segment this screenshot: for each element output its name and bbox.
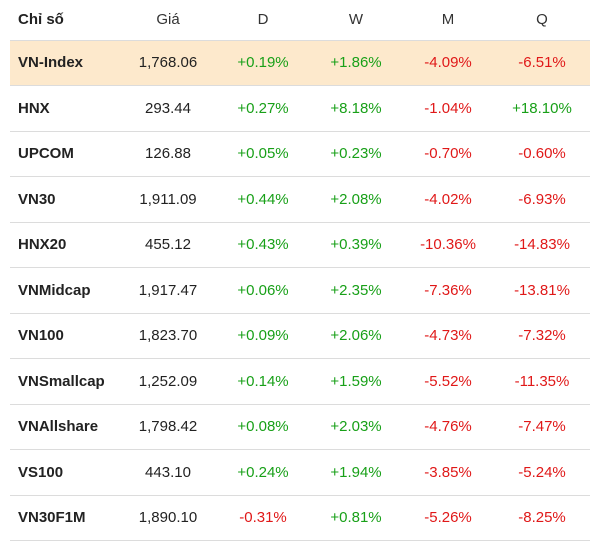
header-price[interactable]: Giá [120,0,216,41]
quarter-change-cell: +18.10% [494,85,590,132]
month-change-cell: -5.52% [402,358,494,405]
price-cell: 1,911.09 [120,176,216,223]
day-change-cell: +0.09% [216,313,310,359]
header-quarter-change[interactable]: Q [494,0,590,41]
table-row[interactable]: VN30 1,911.09 +0.44% +2.08% -4.02% -6.93% [10,176,590,223]
index-name-cell[interactable]: VN-Index [10,40,120,86]
price-cell: 293.44 [120,85,216,132]
header-week-change[interactable]: W [310,0,402,41]
header-row: Chỉ số Giá D W M Q [10,0,590,41]
header-index-name[interactable]: Chỉ số [10,0,120,41]
quarter-change-cell: -0.60% [494,131,590,177]
index-name-cell[interactable]: VN100 [10,313,120,359]
header-month-change[interactable]: M [402,0,494,41]
price-cell: 455.12 [120,222,216,268]
quarter-change-cell: -8.25% [494,495,590,541]
week-change-cell: +2.35% [310,267,402,314]
day-change-cell: +0.19% [216,40,310,86]
index-name-cell[interactable]: VN30 [10,176,120,223]
table-row[interactable]: UPCOM 126.88 +0.05% +0.23% -0.70% -0.60% [10,131,590,177]
month-change-cell: -0.70% [402,131,494,177]
quarter-change-cell: -5.24% [494,449,590,496]
table-header: Chỉ số Giá D W M Q [10,0,590,41]
index-name-cell[interactable]: HNX [10,85,120,132]
price-cell: 443.10 [120,449,216,496]
week-change-cell: +0.39% [310,222,402,268]
week-change-cell: +1.86% [310,40,402,86]
month-change-cell: -4.76% [402,404,494,450]
day-change-cell: +0.05% [216,131,310,177]
index-name-cell[interactable]: VN30F1M [10,495,120,541]
index-name-cell[interactable]: VS100 [10,449,120,496]
table-row[interactable]: VNMidcap 1,917.47 +0.06% +2.35% -7.36% -13.81… [10,267,590,314]
quarter-change-cell: -14.83% [494,222,590,268]
month-change-cell: -5.26% [402,495,494,541]
month-change-cell: -4.73% [402,313,494,359]
day-change-cell: +0.06% [216,267,310,314]
price-cell: 1,798.42 [120,404,216,450]
table-row[interactable]: VNSmallcap 1,252.09 +0.14% +1.59% -5.52% -11.… [10,358,590,405]
quarter-change-cell: -11.35% [494,358,590,405]
price-cell: 126.88 [120,131,216,177]
week-change-cell: +1.94% [310,449,402,496]
week-change-cell: +8.18% [310,85,402,132]
table-row[interactable]: VN-Index 1,768.06 +0.19% +1.86% -4.09% -6.51% [10,40,590,86]
month-change-cell: -10.36% [402,222,494,268]
quarter-change-cell: -7.47% [494,404,590,450]
index-name-cell[interactable]: UPCOM [10,131,120,177]
day-change-cell: +0.43% [216,222,310,268]
week-change-cell: +0.81% [310,495,402,541]
price-cell: 1,768.06 [120,40,216,86]
month-change-cell: -4.09% [402,40,494,86]
month-change-cell: -3.85% [402,449,494,496]
table-row[interactable]: VS100 443.10 +0.24% +1.94% -3.85% -5.24% [10,449,590,496]
day-change-cell: +0.24% [216,449,310,496]
quarter-change-cell: -6.93% [494,176,590,223]
table-row[interactable]: HNX 293.44 +0.27% +8.18% -1.04% +18.10% [10,85,590,132]
day-change-cell: +0.08% [216,404,310,450]
month-change-cell: -4.02% [402,176,494,223]
day-change-cell: +0.44% [216,176,310,223]
index-name-cell[interactable]: HNX20 [10,222,120,268]
week-change-cell: +1.59% [310,358,402,405]
index-performance-table: Chỉ số Giá D W M Q VN-Index 1,768.06 +0.19… [10,0,590,541]
header-day-change[interactable]: D [216,0,310,41]
table-row[interactable]: VN100 1,823.70 +0.09% +2.06% -4.73% -7.32% [10,313,590,359]
quarter-change-cell: -7.32% [494,313,590,359]
price-cell: 1,917.47 [120,267,216,314]
price-cell: 1,890.10 [120,495,216,541]
table-body: VN-Index 1,768.06 +0.19% +1.86% -4.09% -6.51%… [10,40,590,541]
month-change-cell: -7.36% [402,267,494,314]
day-change-cell: -0.31% [216,495,310,541]
day-change-cell: +0.14% [216,358,310,405]
week-change-cell: +0.23% [310,131,402,177]
day-change-cell: +0.27% [216,85,310,132]
table-row[interactable]: VNAllshare 1,798.42 +0.08% +2.03% -4.76% -7.4… [10,404,590,450]
table-row[interactable]: VN30F1M 1,890.10 -0.31% +0.81% -5.26% -8.25% [10,495,590,541]
week-change-cell: +2.03% [310,404,402,450]
index-name-cell[interactable]: VNSmallcap [10,358,120,405]
quarter-change-cell: -6.51% [494,40,590,86]
index-name-cell[interactable]: VNMidcap [10,267,120,314]
price-cell: 1,823.70 [120,313,216,359]
price-cell: 1,252.09 [120,358,216,405]
month-change-cell: -1.04% [402,85,494,132]
table-row[interactable]: HNX20 455.12 +0.43% +0.39% -10.36% -14.83% [10,222,590,268]
index-name-cell[interactable]: VNAllshare [10,404,120,450]
week-change-cell: +2.06% [310,313,402,359]
quarter-change-cell: -13.81% [494,267,590,314]
week-change-cell: +2.08% [310,176,402,223]
